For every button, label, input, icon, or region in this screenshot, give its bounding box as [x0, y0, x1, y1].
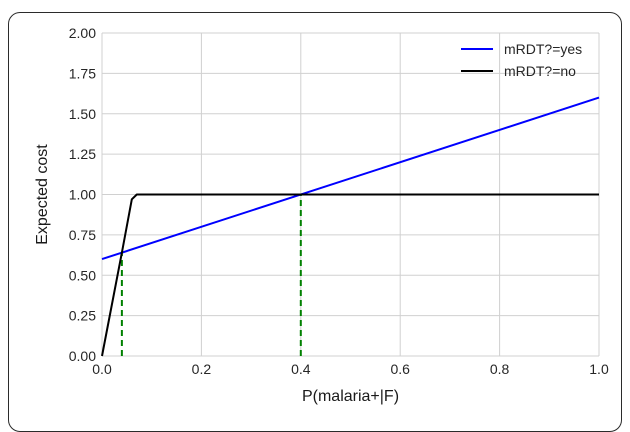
x-tick-label: 0.0 — [92, 361, 112, 377]
series-line — [101, 193, 599, 357]
y-tick-label: 0.00 — [69, 348, 96, 364]
legend-label: mRDT?=no — [504, 63, 576, 79]
x-tick-label: 0.2 — [192, 361, 212, 377]
x-tick-label: 0.8 — [490, 361, 510, 377]
y-tick-label: 0.50 — [69, 267, 96, 283]
x-axis-label: P(malaria+|F) — [302, 388, 399, 405]
series-line — [101, 96, 600, 261]
y-tick-label: 0.25 — [69, 308, 96, 324]
x-tick-label: 1.0 — [589, 361, 609, 377]
line-chart: 0.0 0.2 0.4 0.6 0.8 1.0 0.00 0.25 0.50 0.75 1.00 1.… — [34, 25, 609, 405]
reference-lines — [120, 194, 302, 356]
y-tick-label: 1.00 — [69, 187, 96, 203]
x-tick-label: 0.4 — [291, 361, 311, 377]
x-tick-label: 0.6 — [390, 361, 410, 377]
y-tick-label: 1.50 — [69, 106, 96, 122]
y-tick-label: 1.25 — [69, 146, 96, 162]
y-tick-label: 0.75 — [69, 227, 96, 243]
legend-label: mRDT?=yes — [504, 41, 582, 57]
y-tick-label: 1.75 — [69, 65, 96, 81]
y-axis-label: Expected cost — [34, 144, 51, 245]
series-lines — [101, 96, 600, 357]
y-tick-label: 2.00 — [69, 25, 96, 41]
axes: 0.0 0.2 0.4 0.6 0.8 1.0 0.00 0.25 0.50 0.75 1.00 1.… — [34, 25, 609, 405]
legend: mRDT?=yes mRDT?=no — [461, 41, 582, 79]
